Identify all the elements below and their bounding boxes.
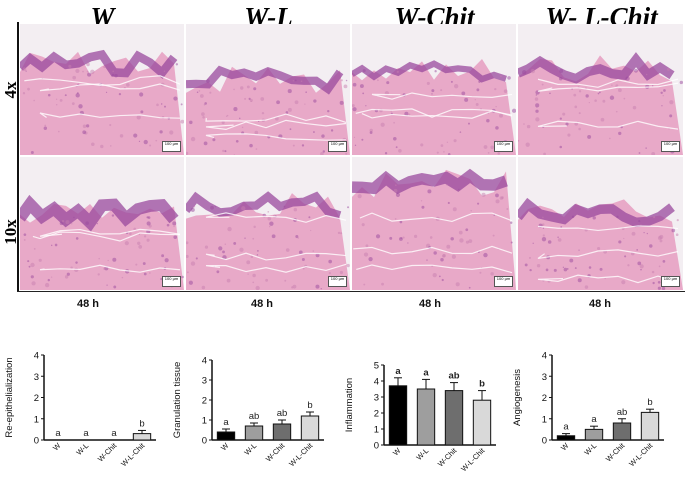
micrograph-tile: 100 µm bbox=[20, 24, 184, 155]
panel-bottom-border bbox=[17, 291, 685, 292]
x-tick-label: W bbox=[559, 440, 571, 452]
x-tick-label: W-L bbox=[582, 441, 598, 457]
x-tick-label: W-L bbox=[74, 441, 90, 457]
y-axis-label: Granulation tissue bbox=[172, 362, 183, 439]
y-tick-label: 2 bbox=[374, 409, 379, 420]
scale-bar: 100 µm bbox=[328, 276, 347, 287]
significance-letter: b bbox=[307, 400, 312, 411]
significance-letter: a bbox=[395, 366, 401, 377]
y-tick-label: 2 bbox=[202, 396, 207, 407]
scale-bar: 100 µm bbox=[494, 141, 513, 152]
x-tick-label: W-L-Chit bbox=[627, 440, 655, 468]
bar bbox=[132, 433, 152, 441]
bar bbox=[556, 435, 576, 441]
scale-bar: 100 µm bbox=[661, 141, 680, 152]
x-tick-label: W bbox=[219, 440, 231, 452]
x-tick-label: W-Chit bbox=[436, 445, 459, 468]
significance-letter: a bbox=[111, 428, 117, 439]
bar bbox=[612, 422, 632, 441]
y-tick-label: 3 bbox=[542, 372, 547, 383]
bar bbox=[388, 385, 408, 446]
bar bbox=[416, 388, 436, 446]
bar bbox=[640, 411, 660, 441]
y-tick-label: 3 bbox=[34, 372, 39, 383]
significance-letter: b bbox=[139, 418, 144, 429]
bar bbox=[472, 399, 492, 446]
significance-letter: ab bbox=[277, 408, 288, 419]
y-axis-label: Angiogenesis bbox=[512, 369, 523, 426]
significance-letter: a bbox=[83, 428, 89, 439]
y-tick-label: 4 bbox=[374, 377, 379, 388]
micrograph-tile: 100 µm bbox=[518, 157, 683, 290]
y-tick-label: 0 bbox=[202, 436, 207, 447]
bar bbox=[444, 390, 464, 446]
y-tick-label: 4 bbox=[34, 351, 39, 362]
y-tick-label: 1 bbox=[542, 414, 547, 425]
bar bbox=[584, 428, 604, 441]
scale-bar: 100 µm bbox=[162, 141, 181, 152]
significance-letter: ab bbox=[249, 411, 260, 422]
y-tick-label: 4 bbox=[542, 351, 547, 362]
significance-letter: b bbox=[647, 397, 652, 408]
significance-letter: b bbox=[479, 379, 485, 390]
panel-left-border bbox=[17, 22, 19, 292]
time-label: 48 h bbox=[250, 298, 273, 310]
x-tick-label: W-L bbox=[242, 441, 258, 457]
x-tick-label: W bbox=[391, 445, 403, 457]
x-tick-label: W-L-Chit bbox=[287, 440, 315, 468]
y-axis-label: Re-epithelialization bbox=[4, 357, 15, 437]
x-tick-label: W-Chit bbox=[264, 440, 287, 463]
x-tick-label: W-L bbox=[414, 446, 430, 462]
significance-letter: ab bbox=[448, 371, 459, 382]
micrograph-tile: 100 µm bbox=[352, 24, 516, 155]
y-tick-label: 5 bbox=[374, 361, 379, 372]
y-tick-label: 2 bbox=[34, 393, 39, 404]
y-tick-label: 1 bbox=[34, 414, 39, 425]
y-tick-label: 1 bbox=[202, 416, 207, 427]
y-tick-label: 4 bbox=[202, 356, 207, 367]
x-tick-label: W-L-Chit bbox=[459, 445, 487, 473]
micrograph-tile: 100 µm bbox=[518, 24, 683, 155]
scale-bar: 100 µm bbox=[494, 276, 513, 287]
bar bbox=[272, 423, 292, 441]
y-tick-label: 2 bbox=[542, 393, 547, 404]
y-tick-label: 1 bbox=[374, 425, 379, 436]
scale-bar: 100 µm bbox=[328, 141, 347, 152]
scale-bar: 100 µm bbox=[162, 276, 181, 287]
time-label: 48 h bbox=[76, 298, 99, 310]
micrograph-tile: 100 µm bbox=[352, 157, 516, 290]
significance-letter: a bbox=[423, 367, 429, 378]
x-tick-label: W-Chit bbox=[96, 440, 119, 463]
significance-letter: a bbox=[55, 428, 61, 439]
bar bbox=[300, 415, 320, 441]
x-tick-label: W bbox=[51, 440, 63, 452]
significance-letter: a bbox=[563, 422, 569, 433]
y-tick-label: 3 bbox=[374, 393, 379, 404]
micrograph-tile: 100 µm bbox=[186, 157, 350, 290]
y-tick-label: 3 bbox=[202, 376, 207, 387]
x-tick-label: W-Chit bbox=[604, 440, 627, 463]
y-tick-label: 0 bbox=[34, 436, 39, 447]
bar bbox=[244, 425, 264, 441]
y-tick-label: 0 bbox=[374, 441, 379, 452]
bar bbox=[216, 431, 236, 441]
time-label: 48 h bbox=[418, 298, 441, 310]
significance-letter: ab bbox=[617, 407, 628, 418]
micrograph-tile: 100 µm bbox=[186, 24, 350, 155]
time-label: 48 h bbox=[588, 298, 611, 310]
y-axis-label: Inflammation bbox=[344, 378, 355, 432]
y-tick-label: 0 bbox=[542, 436, 547, 447]
significance-letter: a bbox=[223, 417, 229, 428]
micrograph-tile: 100 µm bbox=[20, 157, 184, 290]
scale-bar: 100 µm bbox=[661, 276, 680, 287]
significance-letter: a bbox=[591, 414, 597, 425]
x-tick-label: W-L-Chit bbox=[119, 440, 147, 468]
